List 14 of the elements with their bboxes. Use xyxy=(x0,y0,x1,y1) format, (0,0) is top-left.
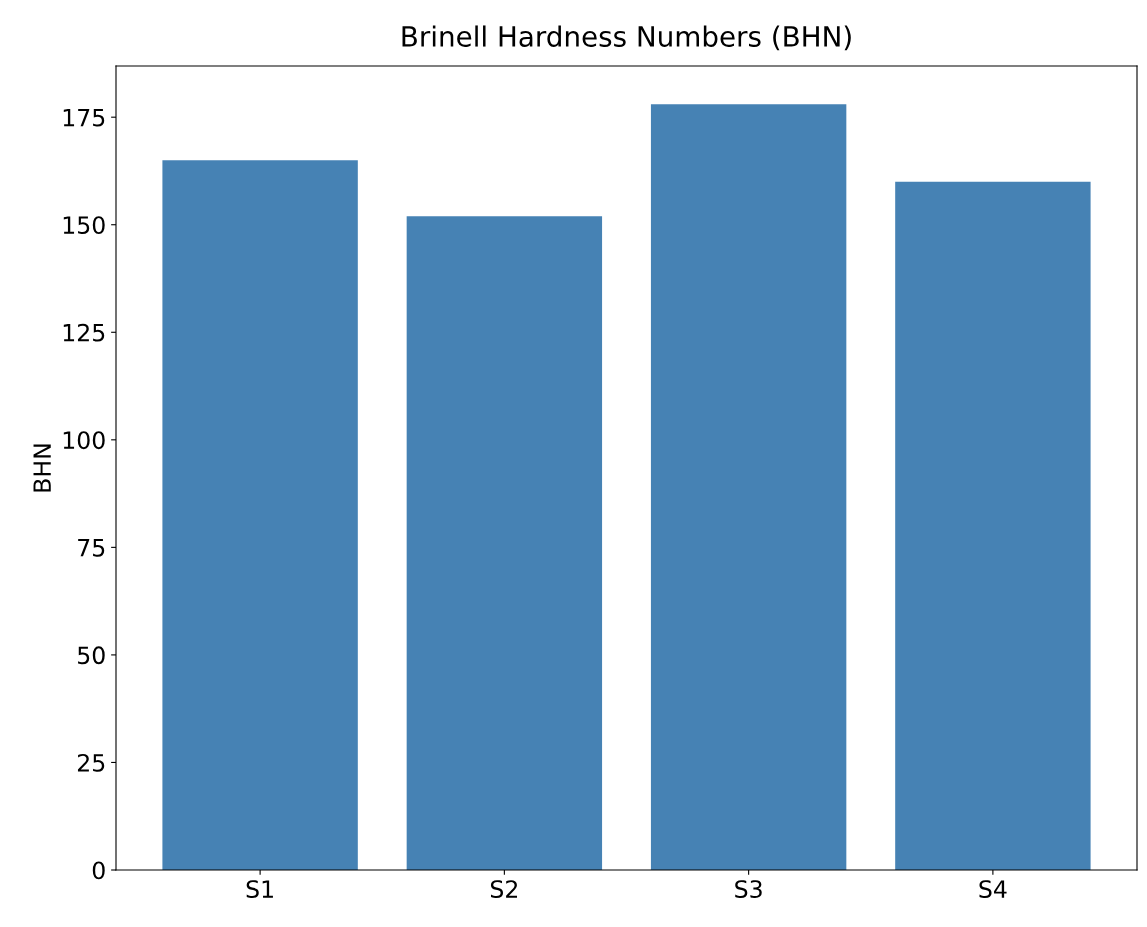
x-tick-label: S1 xyxy=(246,880,273,898)
y-tick-label: 50 xyxy=(78,646,105,665)
y-tick-label: 75 xyxy=(78,539,105,557)
y-tick-label: 100 xyxy=(63,431,105,450)
y-tick-label: 25 xyxy=(77,753,105,772)
y-tick-label: 0 xyxy=(92,861,105,880)
x-tick-label: S3 xyxy=(735,880,762,898)
y-axis-title: BHN xyxy=(33,444,51,492)
y-tick-label: 175 xyxy=(63,108,105,127)
y-tick-label: 150 xyxy=(63,216,105,235)
x-tick-label: S4 xyxy=(979,880,1007,898)
chart-title: Brinell Hardness Numbers (BHN) xyxy=(402,25,851,51)
x-tick-label: S2 xyxy=(490,880,518,898)
y-tick-label: 125 xyxy=(63,323,105,342)
